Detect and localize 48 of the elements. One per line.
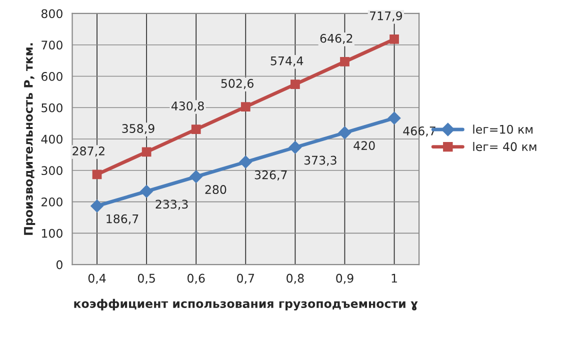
x-tick-label: 0,7 [237,274,254,284]
y-axis-title: Производительность Р, ткм. [24,43,36,235]
data-label: 280 [205,185,226,194]
data-label: 186,7 [106,214,138,224]
x-tick-label: 0,4 [88,274,106,284]
legend-label: lег= 40 км [473,142,536,152]
y-tick-label: 800 [41,9,62,18]
point [340,57,350,66]
point [191,124,201,134]
y-tick-label: 700 [42,40,62,50]
data-label: 646,2 [320,34,352,44]
data-label: 502,6 [221,78,254,90]
data-label: 430,8 [171,101,204,112]
y-tick-label: 100 [42,228,62,238]
point [92,170,102,180]
point [290,80,300,89]
data-label: 326,7 [254,170,287,181]
data-label: 466,7 [403,126,436,137]
data-label: 717,9 [370,11,402,22]
y-tick-label: 400 [41,134,62,144]
y-tick-label: 300 [42,166,62,176]
x-tick-label: 0,9 [336,274,354,284]
y-tick-label: 200 [42,198,62,206]
y-tick-label: 500 [42,103,62,112]
data-label: 373,3 [304,156,336,166]
data-label: 420 [354,141,375,150]
point [240,102,250,112]
x-tick-label: 0,5 [138,274,155,284]
point [140,184,153,198]
x-tick-label: 0,8 [286,274,304,284]
point [190,170,203,184]
legend-label: lег=10 км [473,124,532,134]
point [338,126,352,140]
data-label: 358,9 [122,124,154,134]
point [288,140,302,154]
point [90,200,104,212]
point [142,147,152,157]
point [390,34,399,44]
data-label: 233,3 [156,200,188,210]
point [388,112,401,124]
y-tick-label: 600 [42,72,62,81]
y-tick-label: 0 [56,260,62,270]
data-label: 574,4 [270,56,304,67]
data-label: 287,2 [72,146,104,157]
x-tick-label: 1 [392,274,397,283]
x-axis-title: коэффициент использования грузоподъемности ɣ [74,298,418,310]
x-tick-label: 0,6 [188,274,205,284]
point [239,156,252,168]
